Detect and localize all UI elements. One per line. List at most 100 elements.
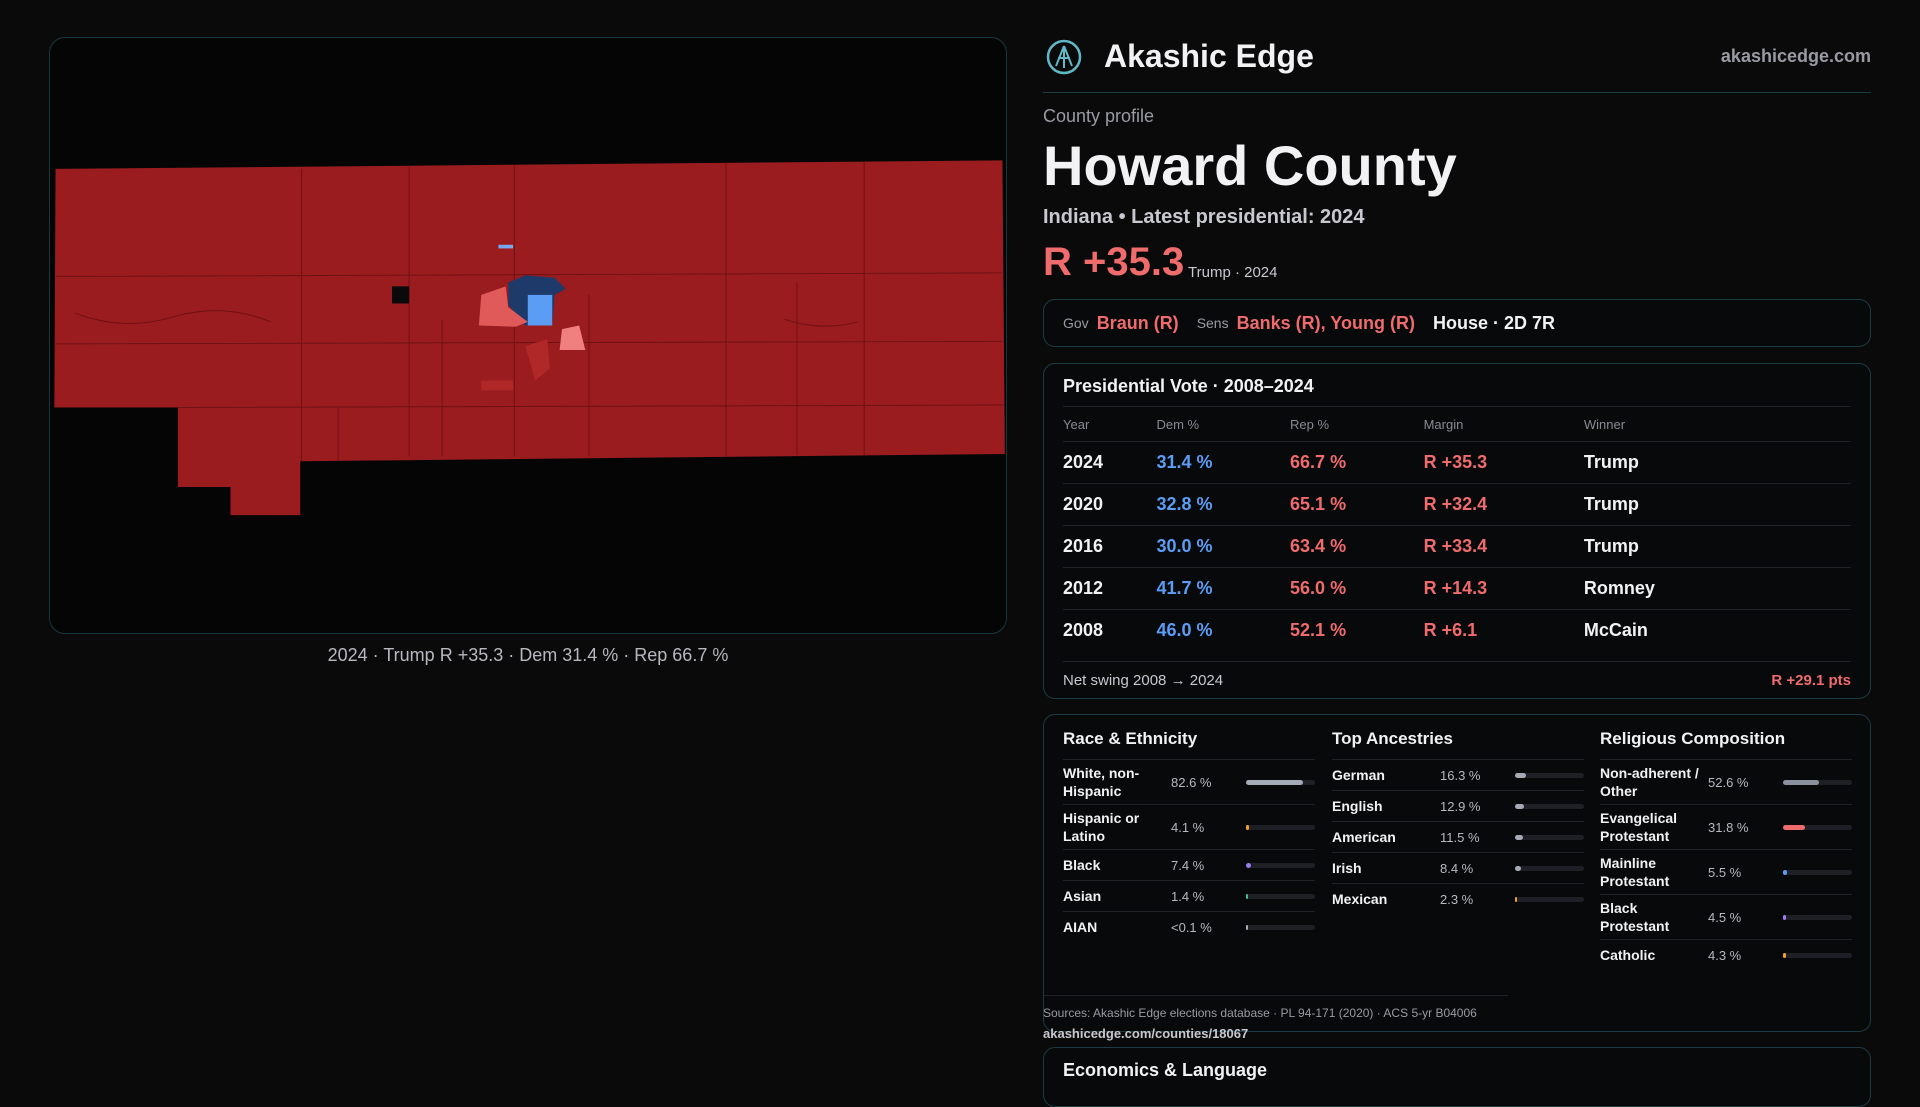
vote-cell: 31.4 % [1156, 441, 1291, 484]
demo-label: Irish [1332, 860, 1362, 876]
vote-row: 2008 46.0 % 52.1 % R +6.1 McCain [1063, 609, 1851, 651]
section-title: Religious Composition [1600, 729, 1786, 748]
bar-track [1783, 952, 1852, 958]
precinct [391, 286, 410, 304]
bar [1515, 865, 1521, 871]
precinct-lines [55, 161, 1005, 462]
presidential-box: Presidential Vote · 2008–2024 Year Dem % R… [1043, 363, 1871, 699]
bar [1515, 896, 1517, 902]
demo-label: Evangelical Protestant [1600, 810, 1678, 844]
bar [1246, 779, 1303, 785]
map-caption: 2024 · Trump R +35.3 · Dem 31.4 % · Rep … [327, 645, 729, 665]
demo-value: 82.6 % [1171, 774, 1212, 790]
bar-track [1515, 834, 1584, 840]
demo-row: Asian 1.4 % [1063, 880, 1315, 911]
column-header: Dem % [1156, 416, 1200, 432]
senators: Banks (R), Young (R) [1236, 312, 1415, 333]
bar [1783, 779, 1820, 785]
vote-cell: 66.7 % [1290, 441, 1424, 484]
vote-cell: 2012 [1063, 567, 1157, 610]
county-map [54, 160, 1005, 516]
demo-value: 8.4 % [1440, 860, 1474, 876]
vote-cell: 2020 [1063, 483, 1157, 526]
demo-row: Black Protestant 4.5 % [1600, 894, 1852, 939]
bar [1783, 952, 1786, 958]
demo-label: Hispanic or Latino [1063, 810, 1140, 844]
presidential-table: Year Dem % Rep % Margin Winner 2024 31.4 % 66.7… [1063, 407, 1851, 651]
demo-value: 7.4 % [1171, 857, 1205, 873]
bar-track [1246, 779, 1315, 785]
demo-row: German 16.3 % [1332, 759, 1584, 790]
officials-box: Gov Braun (R) Sens Banks (R), Young (R) … [1043, 299, 1871, 347]
bar [1783, 914, 1787, 920]
county-shape [54, 160, 1005, 516]
demo-label: Mainline Protestant [1600, 855, 1670, 889]
precinct [527, 294, 553, 326]
demo-label: Asian [1063, 888, 1102, 904]
bar-track [1783, 824, 1852, 830]
swing-label: Net swing 2008 → 2024 [1063, 672, 1224, 689]
vote-cell: R +35.3 [1423, 441, 1584, 484]
swing-row: Net swing 2008 → 2024 R +29.1 pts [1063, 661, 1851, 689]
bar [1783, 869, 1787, 875]
governor: Braun (R) [1096, 312, 1179, 333]
ancestry-section: Top Ancestries German 16.3 % English 12.9 % A… [1332, 729, 1584, 914]
demo-row: Mainline Protestant 5.5 % [1600, 849, 1852, 894]
demo-label: Non-adherent / Other [1600, 765, 1699, 799]
vote-cell: R +32.4 [1423, 483, 1584, 526]
vote-cell: 41.7 % [1156, 567, 1291, 610]
vote-cell: 56.0 % [1290, 567, 1424, 610]
bar [1515, 834, 1523, 840]
bar-track [1515, 865, 1584, 871]
county-name: Howard County [1043, 134, 1457, 197]
demo-value: <0.1 % [1171, 919, 1212, 935]
divider [1044, 995, 1508, 996]
economics-title: Economics & Language [1063, 1060, 1268, 1080]
demo-label: German [1332, 767, 1385, 783]
vote-row: 2020 32.8 % 65.1 % R +32.4 Trump [1063, 483, 1851, 526]
precinct [478, 286, 528, 327]
demo-value: 4.1 % [1171, 819, 1205, 835]
section-title: Race & Ethnicity [1063, 729, 1198, 748]
demo-row: Non-adherent / Other 52.6 % [1600, 759, 1852, 804]
brand-domain[interactable]: akashicedge.com [1720, 46, 1871, 66]
vote-cell: 2016 [1063, 525, 1157, 568]
demo-label: White, non-Hispanic [1063, 765, 1140, 799]
demo-value: 16.3 % [1440, 767, 1481, 783]
bar-track [1246, 824, 1315, 830]
vote-cell: 32.8 % [1156, 483, 1291, 526]
column-header: Margin [1423, 416, 1464, 432]
precinct [498, 244, 514, 249]
demo-row: Hispanic or Latino 4.1 % [1063, 804, 1315, 849]
vote-row: 2016 30.0 % 63.4 % R +33.4 Trump [1063, 525, 1851, 568]
bar [1515, 803, 1524, 809]
brand-title: Akashic Edge [1104, 38, 1314, 74]
demo-value: 12.9 % [1440, 798, 1481, 814]
bar [1515, 772, 1527, 778]
bar [1246, 893, 1248, 899]
precinct [525, 338, 550, 381]
vote-cell: 52.1 % [1290, 609, 1424, 651]
source-url[interactable]: akashicedge.com/counties/18067 [1043, 1026, 1249, 1041]
demo-value: 1.4 % [1171, 888, 1205, 904]
demo-row: AIAN <0.1 % [1063, 911, 1315, 942]
vote-cell: 2024 [1063, 441, 1157, 484]
presidential-title: Presidential Vote · 2008–2024 [1063, 376, 1851, 407]
demo-label: Mexican [1332, 891, 1388, 907]
map-panel [49, 37, 1007, 634]
bar-track [1783, 914, 1852, 920]
bar-track [1515, 772, 1584, 778]
column-header: Winner [1583, 416, 1626, 432]
vote-cell: 30.0 % [1156, 525, 1291, 568]
demo-label: Catholic [1600, 947, 1656, 963]
sen-label: Sens [1196, 315, 1229, 331]
demo-value: 4.3 % [1708, 947, 1742, 963]
bar [1246, 824, 1249, 830]
section-title: Top Ancestries [1332, 729, 1453, 748]
bar-track [1515, 896, 1584, 902]
logo [1046, 39, 1082, 75]
demo-row: Evangelical Protestant 31.8 % [1600, 804, 1852, 849]
demo-label: English [1332, 798, 1383, 814]
demo-value: 5.5 % [1708, 864, 1742, 880]
bar [1246, 924, 1248, 930]
